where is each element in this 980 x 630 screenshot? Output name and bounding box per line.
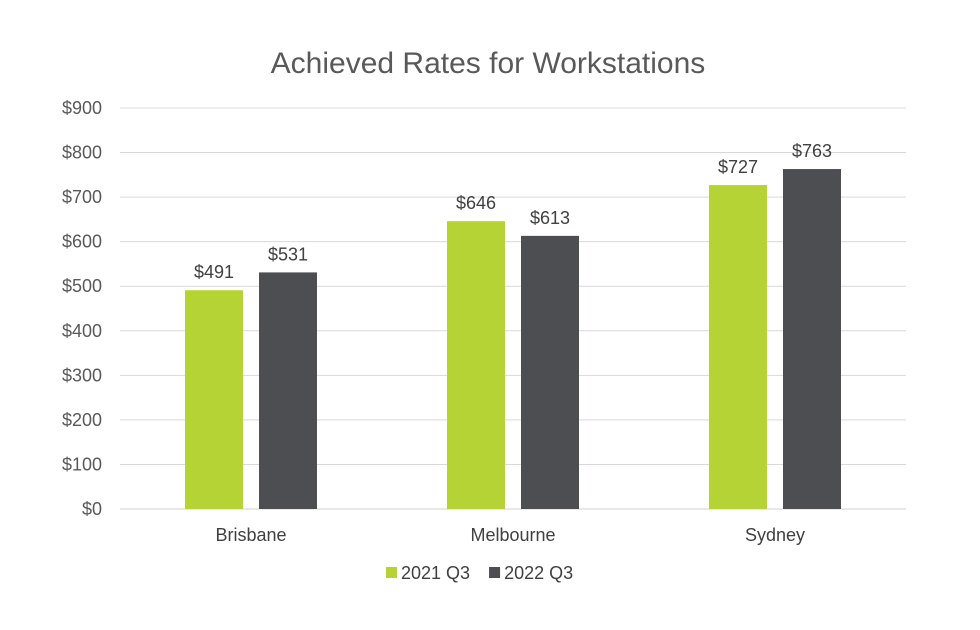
bar-brisbane-2021-q3 bbox=[185, 290, 243, 509]
legend-swatch bbox=[386, 567, 397, 578]
data-label: $613 bbox=[530, 208, 570, 228]
data-label: $531 bbox=[268, 244, 308, 264]
legend-label: 2021 Q3 bbox=[401, 563, 470, 583]
bar-sydney-2021-q3 bbox=[709, 185, 767, 509]
legend-swatch bbox=[489, 567, 501, 578]
y-tick-label: $800 bbox=[62, 143, 102, 163]
y-tick-label: $400 bbox=[62, 321, 102, 341]
y-axis-tick-labels: $0 $100 $200 $300 $400 $500 $600 $700 $800 $900 bbox=[62, 98, 102, 519]
data-labels: $491 $531 $646 $613 $727 $763 bbox=[194, 141, 832, 282]
y-tick-label: $500 bbox=[62, 276, 102, 296]
category-label: Sydney bbox=[745, 525, 805, 545]
data-label: $646 bbox=[456, 193, 496, 213]
bar-melbourne-2021-q3 bbox=[447, 221, 505, 509]
bar-sydney-2022-q3 bbox=[783, 169, 841, 509]
y-tick-label: $0 bbox=[82, 499, 102, 519]
gridlines bbox=[120, 107, 906, 510]
bar-brisbane-2022-q3 bbox=[259, 272, 317, 509]
y-tick-label: $300 bbox=[62, 365, 102, 385]
category-label: Melbourne bbox=[470, 525, 555, 545]
data-label: $491 bbox=[194, 262, 234, 282]
y-tick-label: $700 bbox=[62, 187, 102, 207]
legend-label: 2022 Q3 bbox=[504, 563, 573, 583]
legend-item: 2021 Q3 bbox=[386, 563, 470, 583]
chart-title: Achieved Rates for Workstations bbox=[271, 47, 706, 80]
bars bbox=[185, 169, 841, 509]
bar-melbourne-2022-q3 bbox=[521, 235, 579, 509]
data-label: $727 bbox=[718, 157, 758, 177]
category-label: Brisbane bbox=[215, 525, 286, 545]
data-label: $763 bbox=[792, 141, 832, 161]
y-tick-label: $200 bbox=[62, 410, 102, 430]
legend: 2021 Q3 2022 Q3 bbox=[386, 563, 573, 583]
x-axis-category-labels: Brisbane Melbourne Sydney bbox=[215, 525, 805, 545]
y-tick-label: $100 bbox=[62, 454, 102, 474]
legend-item: 2022 Q3 bbox=[489, 563, 573, 583]
y-tick-label: $900 bbox=[62, 98, 102, 118]
y-tick-label: $600 bbox=[62, 232, 102, 252]
